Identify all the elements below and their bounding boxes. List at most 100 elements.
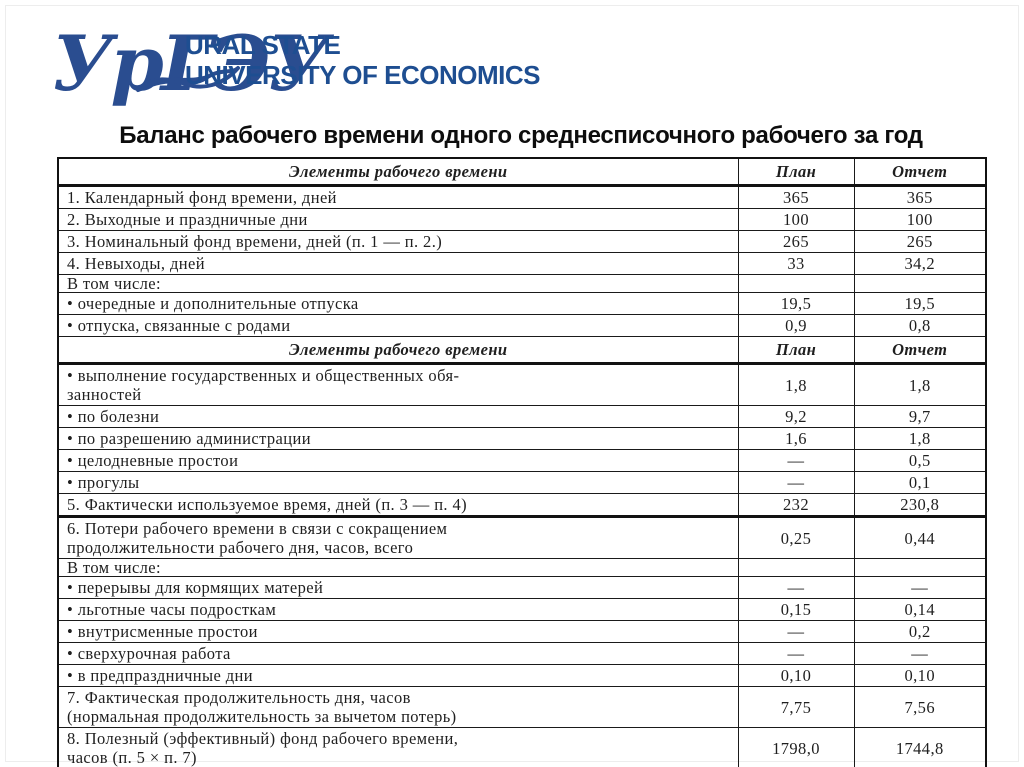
plan-value: — [737, 642, 855, 665]
plan-value [737, 274, 855, 293]
report-value: 1744,8 [853, 727, 987, 767]
row-label: • очередные и дополнительные отпуска [57, 292, 739, 315]
report-value: Отчет [853, 336, 987, 365]
row-label: 1. Календарный фонд времени, дней [57, 185, 739, 209]
row-label: • целодневные простои [57, 449, 739, 472]
plan-value: — [737, 620, 855, 643]
report-value: 0,8 [853, 314, 987, 337]
table-row: • отпуска, связанные с родами 0,9 0,8 [57, 314, 987, 337]
table-row: • выполнение государственных и обществен… [57, 363, 987, 406]
table-row: • целодневные простои —0,5 [57, 449, 987, 472]
table-row: 5. Фактически используемое время, дней (… [57, 493, 987, 518]
table-row: • перерывы для кормящих матерей — — [57, 576, 987, 599]
plan-value: 9,2 [737, 405, 855, 428]
report-value: 0,2 [853, 620, 987, 643]
row-label: • по разрешению администрации [57, 427, 739, 450]
table-row: 1. Календарный фонд времени, дней 365 365 [57, 185, 987, 209]
row-label: • сверхурочная работа [57, 642, 739, 665]
plan-value: — [737, 471, 855, 494]
table-row: • прогулы —0,1 [57, 471, 987, 494]
plan-value: 0,25 [737, 516, 855, 559]
table-row: • льготные часы подросткам 0,15 0,14 [57, 598, 987, 621]
report-value: 0,1 [853, 471, 987, 494]
plan-value: 1,6 [737, 427, 855, 450]
plan-value: 0,9 [737, 314, 855, 337]
plan-value: 1798,0 [737, 727, 855, 767]
row-label: 2. Выходные и праздничные дни [57, 208, 739, 231]
row-label: • перерывы для кормящих матерей [57, 576, 739, 599]
report-value [853, 274, 987, 293]
row-label: 5. Фактически используемое время, дней (… [57, 493, 739, 518]
table-row: • внутрисменные простои —0,2 [57, 620, 987, 643]
table-header-row: Элементы рабочего времени План Отчет [57, 336, 987, 365]
plan-value: 0,15 [737, 598, 855, 621]
report-value: 19,5 [853, 292, 987, 315]
row-label: В том числе: [57, 274, 739, 293]
row-label: • отпуска, связанные с родами [57, 314, 739, 337]
plan-value: План [737, 336, 855, 365]
table-row: 6. Потери рабочего времени в связи с сок… [57, 516, 987, 559]
wordmark-line2: UNIVERSITY OF ECONOMICS [185, 60, 540, 90]
report-value: 1,8 [853, 363, 987, 406]
report-value: 230,8 [853, 493, 987, 518]
page-title: Баланс рабочего времени одного среднеспи… [119, 122, 923, 149]
report-value: 9,7 [853, 405, 987, 428]
report-value: 100 [853, 208, 987, 231]
table-row: 3. Номинальный фонд времени, дней (п. 1 … [57, 230, 987, 253]
table-row: • очередные и дополнительные отпуска 19,5… [57, 292, 987, 315]
report-value: 0,5 [853, 449, 987, 472]
balance-table: Элементы рабочего времени План Отчет 1. Кал… [57, 157, 987, 767]
logo-acronym-text: УрГЭУ [52, 19, 329, 108]
row-label: Элементы рабочего времени [57, 336, 739, 365]
plan-value: — [737, 576, 855, 599]
plan-value: 19,5 [737, 292, 855, 315]
table-row: 2. Выходные и праздничные дни 100 100 [57, 208, 987, 231]
plan-value: 232 [737, 493, 855, 518]
report-value: — [853, 576, 987, 599]
plan-value: 7,75 [737, 686, 855, 728]
plan-value: План [737, 157, 855, 187]
row-label: 7. Фактическая продолжительность дня, ча… [57, 686, 739, 728]
report-value: 265 [853, 230, 987, 253]
book-swoosh-icon [136, 66, 240, 92]
row-label: 4. Невыходы, дней [57, 252, 739, 275]
report-value: 7,56 [853, 686, 987, 728]
row-label: • внутрисменные простои [57, 620, 739, 643]
plan-value: 100 [737, 208, 855, 231]
balance-table-body: Элементы рабочего времени План Отчет 1. Кал… [57, 157, 987, 767]
row-label: Элементы рабочего времени [57, 157, 739, 187]
row-label: • выполнение государственных и обществен… [57, 363, 739, 406]
report-value [853, 558, 987, 577]
report-value: — [853, 642, 987, 665]
report-value: 1,8 [853, 427, 987, 450]
row-label: 3. Номинальный фонд времени, дней (п. 1 … [57, 230, 739, 253]
row-label: 6. Потери рабочего времени в связи с сок… [57, 516, 739, 559]
report-value: 365 [853, 185, 987, 209]
row-label: • в предпраздничные дни [57, 664, 739, 687]
table-row: • сверхурочная работа — — [57, 642, 987, 665]
report-value: 34,2 [853, 252, 987, 275]
plan-value: 365 [737, 185, 855, 209]
plan-value: 1,8 [737, 363, 855, 406]
table-row: 4. Невыходы, дней 33 34,2 [57, 252, 987, 275]
balance-table-container: Элементы рабочего времени План Отчет 1. Кал… [57, 157, 987, 767]
table-row: В том числе: [57, 558, 987, 577]
plan-value: 265 [737, 230, 855, 253]
row-label: • прогулы [57, 471, 739, 494]
wordmark-line1: URAL STATE [185, 30, 341, 60]
row-label: 8. Полезный (эффективный) фонд рабочего … [57, 727, 739, 767]
table-row: 8. Полезный (эффективный) фонд рабочего … [57, 727, 987, 767]
plan-value: 0,10 [737, 664, 855, 687]
report-value: 0,10 [853, 664, 987, 687]
plan-value: 33 [737, 252, 855, 275]
table-row: 7. Фактическая продолжительность дня, ча… [57, 686, 987, 728]
table-row: • в предпраздничные дни 0,10 0,10 [57, 664, 987, 687]
table-header-row: Элементы рабочего времени План Отчет [57, 157, 987, 187]
plan-value: — [737, 449, 855, 472]
table-row: • по разрешению администрации 1,6 1,8 [57, 427, 987, 450]
row-label: • по болезни [57, 405, 739, 428]
table-row: В том числе: [57, 274, 987, 293]
row-label: • льготные часы подросткам [57, 598, 739, 621]
plan-value [737, 558, 855, 577]
